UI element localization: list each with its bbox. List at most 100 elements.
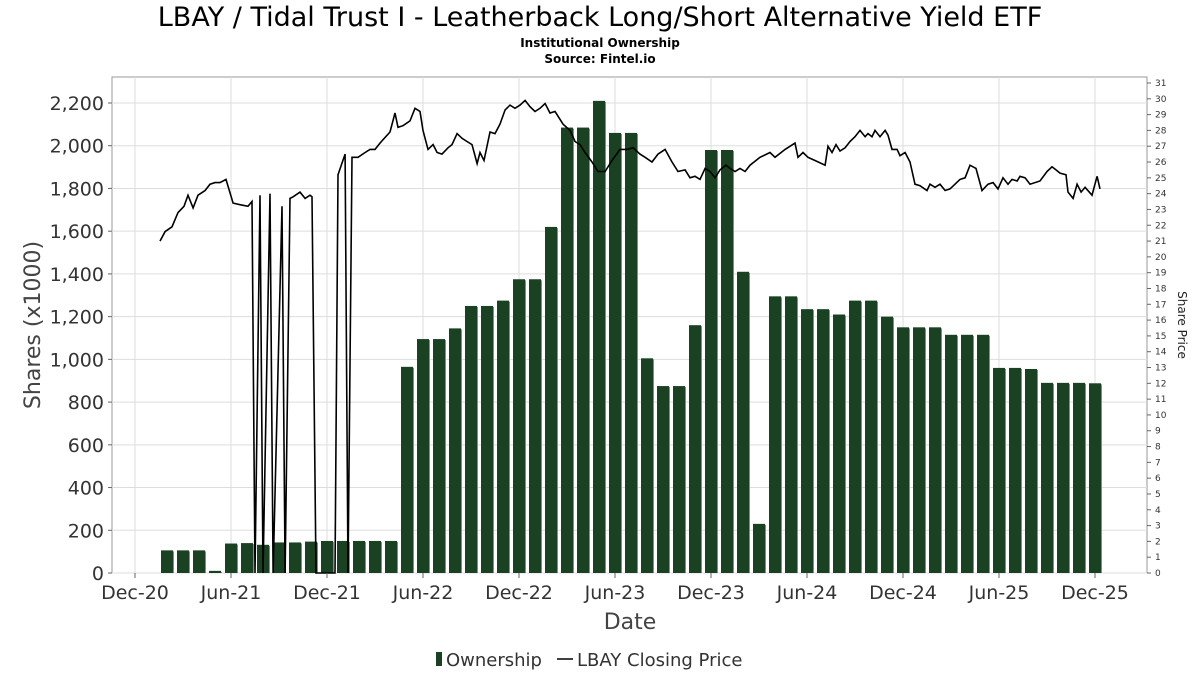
ownership-bar [673,386,685,573]
ownership-bar [481,305,493,573]
ownership-bar [449,328,461,573]
x-tick-label: Dec-21 [293,582,361,604]
ownership-bar [961,334,973,573]
ownership-bar [577,127,589,574]
y2-tick-label: 10 [1155,411,1167,421]
x-tick-label: Dec-22 [485,582,553,604]
ownership-bar [193,550,205,573]
y2-tick-label: 8 [1155,443,1161,453]
y-tick-label: 600 [68,435,104,457]
x-tick-label: Jun-24 [776,582,838,604]
x-tick-label: Jun-22 [392,582,454,604]
chart-source: Source: Fintel.io [544,52,656,66]
legend-price-label: LBAY Closing Price [577,650,742,671]
ownership-bar [273,542,285,573]
ownership-bar [337,540,349,573]
chart-title: LBAY / Tidal Trust I - Leatherback Long/… [157,2,1043,33]
ownership-bar [609,132,621,573]
y-tick-label: 2,000 [50,136,104,158]
y2-tick-label: 25 [1155,174,1166,184]
ownership-bar [737,271,749,573]
y-axis-label: Shares (x1000) [21,241,46,409]
y2-tick-label: 14 [1155,348,1167,358]
ownership-bar [353,540,365,573]
ownership-bar [417,339,429,573]
ownership-bar [945,334,957,573]
ownership-bar [881,316,893,573]
ownership-bar [929,327,941,573]
x-tick-label: Dec-24 [869,582,937,604]
legend: Ownership LBAY Closing Price [436,650,742,671]
ownership-bar [977,334,989,573]
chart-subtitle: Institutional Ownership [520,36,680,50]
ownership-bar [993,367,1005,573]
ownership-bar [593,100,605,573]
y2-tick-label: 12 [1155,379,1166,389]
y2-tick-label: 18 [1155,284,1167,294]
y2-tick-label: 27 [1155,142,1166,152]
ownership-bar [497,300,509,573]
ownership-bar [289,542,301,573]
ownership-bar [433,339,445,573]
ownership-bar [1025,368,1037,573]
y2-tick-label: 19 [1155,269,1167,279]
y2-tick-label: 7 [1155,458,1161,468]
ownership-bar [1073,382,1085,573]
ownership-bar [753,523,765,573]
ownership-bar [625,132,637,573]
y2-tick-label: 11 [1155,395,1166,405]
y2-tick-label: 2 [1155,537,1161,547]
x-tick-label: Jun-25 [968,582,1030,604]
ownership-bar [369,540,381,573]
ownership-bar [913,327,925,573]
ownership-bar [817,309,829,573]
ownership-bar [401,366,413,573]
ownership-bar [801,309,813,573]
ownership-bar [1041,382,1053,573]
y2-tick-label: 22 [1155,221,1166,231]
y-tick-label: 1,400 [50,264,104,286]
y2-tick-label: 23 [1155,205,1166,215]
ownership-bar [225,543,237,573]
ownership-bar [865,300,877,573]
y-tick-label: 0 [92,563,104,585]
y2-tick-label: 5 [1155,490,1161,500]
price-line [159,99,1101,574]
y2-axis-label: Share Price [1175,291,1189,359]
ownership-bar [561,127,573,574]
x-tick-label: Dec-20 [101,582,169,604]
y-tick-label: 1,200 [50,307,104,329]
y2-tick-label: 4 [1155,506,1161,516]
y2-tick-label: 31 [1155,79,1166,89]
y-tick-label: 200 [68,520,104,542]
y-tick-label: 1,000 [50,349,104,371]
ownership-bar [321,540,333,573]
legend-ownership-swatch [436,652,442,666]
ownership-bar [513,279,525,573]
ownership-bar [545,226,557,573]
y-tick-label: 1,600 [50,221,104,243]
ownership-bar [241,543,253,573]
ownership-bar [849,300,861,573]
ownership-bar [1057,382,1069,573]
ownership-bar [657,386,669,573]
ownership-bar [705,150,717,573]
y-tick-label: 2,200 [50,93,104,115]
y2-tick-label: 0 [1155,569,1161,579]
ownership-bar [641,358,653,573]
ownership-bar [1089,383,1101,573]
y-tick-label: 400 [68,478,104,500]
y2-tick-label: 20 [1155,253,1167,263]
ownership-bar [385,540,397,573]
ownership-bar [897,327,909,573]
legend-ownership-label: Ownership [446,650,542,671]
y2-tick-label: 28 [1155,126,1167,136]
y2-tick-label: 29 [1155,111,1167,121]
y2-tick-label: 30 [1155,95,1167,105]
y2-tick-label: 1 [1155,553,1161,563]
ownership-bar [529,279,541,573]
y2-tick-label: 16 [1155,316,1167,326]
ownership-bar [785,296,797,573]
